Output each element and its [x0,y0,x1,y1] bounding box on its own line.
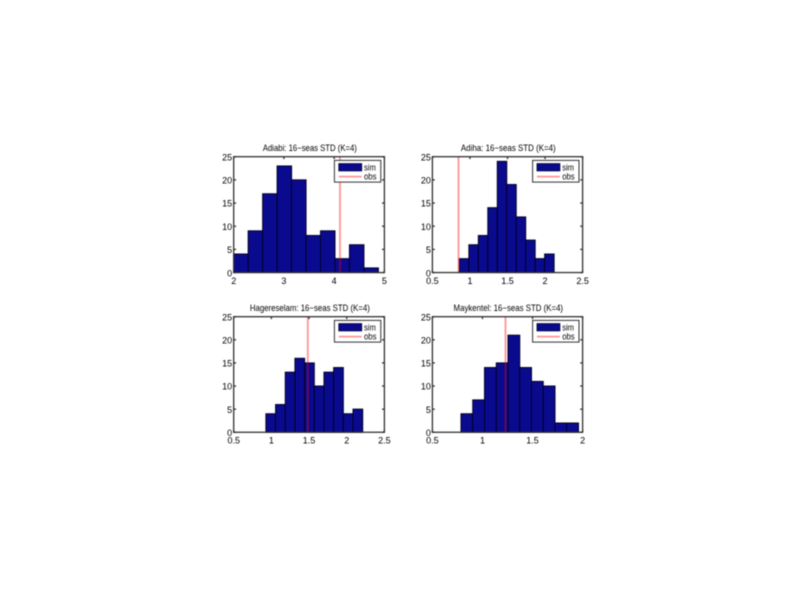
svg-text:sim: sim [364,322,376,332]
svg-text:10: 10 [421,382,431,392]
svg-text:0.5: 0.5 [426,276,439,286]
svg-text:10: 10 [222,382,232,392]
svg-text:25: 25 [421,152,431,162]
svg-text:sim: sim [364,162,376,172]
svg-text:2: 2 [344,435,349,445]
svg-text:4: 4 [332,276,337,286]
svg-text:20: 20 [421,336,431,346]
svg-text:Hagereselam: 16−seas STD (K=4): Hagereselam: 16−seas STD (K=4) [250,303,370,313]
svg-text:0.5: 0.5 [426,435,439,445]
svg-text:15: 15 [421,199,431,209]
svg-text:sim: sim [562,162,574,172]
svg-text:0: 0 [426,268,431,278]
svg-text:obs: obs [364,332,377,342]
svg-text:0: 0 [227,268,232,278]
svg-text:Adiha: 16−seas STD (K=4): Adiha: 16−seas STD (K=4) [461,143,556,153]
svg-text:10: 10 [421,222,431,232]
svg-text:5: 5 [382,276,387,286]
svg-text:Adiabi: 16−seas STD (K=4): Adiabi: 16−seas STD (K=4) [263,143,357,153]
svg-text:obs: obs [562,172,575,182]
svg-text:2: 2 [543,276,548,286]
svg-text:2: 2 [231,276,236,286]
svg-text:5: 5 [426,405,431,415]
svg-text:15: 15 [222,359,232,369]
svg-text:1: 1 [467,276,472,286]
svg-text:20: 20 [222,336,232,346]
svg-text:obs: obs [562,332,575,342]
svg-text:15: 15 [421,359,431,369]
svg-text:obs: obs [364,172,377,182]
svg-text:Maykentel: 16−seas STD (K=4): Maykentel: 16−seas STD (K=4) [454,303,564,313]
svg-text:15: 15 [222,199,232,209]
svg-text:20: 20 [421,176,431,186]
svg-text:3: 3 [281,276,286,286]
svg-text:2: 2 [580,435,585,445]
svg-text:5: 5 [227,245,232,255]
svg-text:1: 1 [269,435,274,445]
svg-text:25: 25 [222,312,232,322]
svg-text:2.5: 2.5 [576,276,589,286]
svg-text:1.5: 1.5 [501,276,514,286]
svg-text:25: 25 [222,152,232,162]
svg-text:1.5: 1.5 [526,435,539,445]
svg-text:5: 5 [227,405,232,415]
svg-text:5: 5 [426,245,431,255]
svg-text:sim: sim [562,322,574,332]
svg-text:1.5: 1.5 [303,435,316,445]
svg-text:0.5: 0.5 [227,435,240,445]
svg-text:25: 25 [421,312,431,322]
svg-text:0: 0 [426,428,431,438]
svg-text:2.5: 2.5 [378,435,391,445]
svg-text:1: 1 [480,435,485,445]
svg-text:10: 10 [222,222,232,232]
svg-text:0: 0 [227,428,232,438]
svg-text:20: 20 [222,176,232,186]
